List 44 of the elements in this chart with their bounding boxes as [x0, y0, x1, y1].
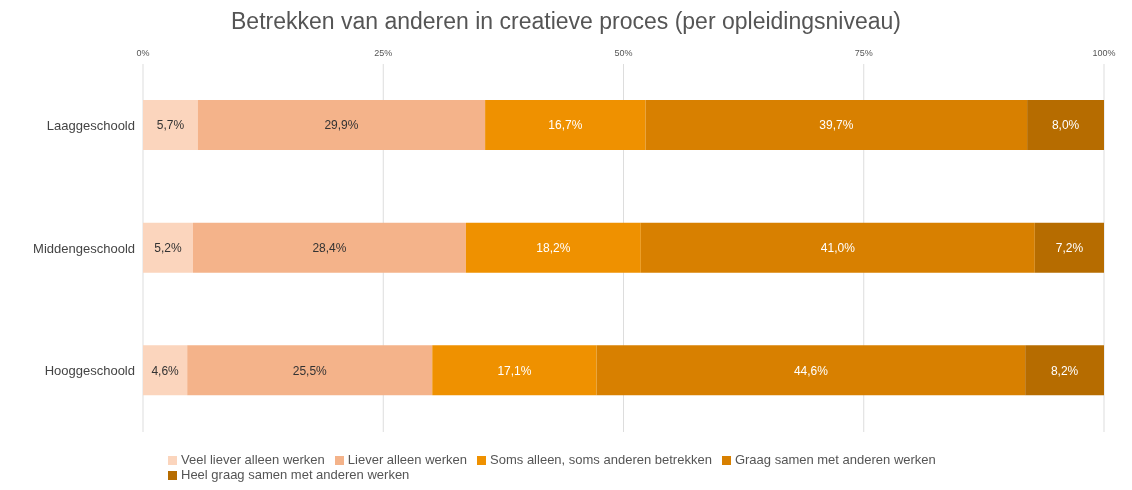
data-label: 7,2% — [1055, 240, 1084, 255]
x-tick-label: 0% — [136, 48, 150, 58]
data-label: 44,6% — [793, 363, 829, 378]
legend-label: Liever alleen werken — [347, 452, 468, 467]
data-label: 25,5% — [292, 363, 328, 378]
bar — [640, 222, 1035, 273]
bar — [192, 222, 466, 273]
data-label: 8,2% — [1050, 363, 1079, 378]
bar — [596, 345, 1026, 396]
data-label: 8,0% — [1051, 118, 1080, 133]
data-label: 5,7% — [156, 118, 185, 133]
legend-label: Graag samen met anderen werken — [734, 452, 936, 467]
bar — [187, 345, 433, 396]
data-label: 28,4% — [312, 240, 347, 255]
data-label: 5,2% — [154, 240, 182, 255]
bar — [1034, 222, 1104, 273]
bar — [432, 345, 597, 396]
bar — [485, 100, 646, 150]
x-tick-label: 100% — [1092, 48, 1116, 58]
legend-label: Soms alleen, soms anderen betrekken — [490, 452, 712, 467]
x-tick-label: 50% — [614, 48, 633, 58]
bar — [1025, 345, 1104, 396]
x-tick-label: 25% — [374, 48, 393, 58]
y-tick-label: Hooggeschoold — [44, 363, 135, 379]
data-label: 29,9% — [324, 118, 359, 133]
data-label: 16,7% — [548, 118, 583, 133]
chart-title: Betrekken van anderen in creatieve proces (per opleidingsniveau) — [230, 8, 902, 36]
data-label: 41,0% — [820, 240, 856, 255]
y-tick-label: Middengeschoold — [33, 240, 135, 256]
bar — [143, 100, 198, 150]
y-tick-label: Laaggeschoold — [46, 117, 135, 133]
data-label: 4,6% — [151, 363, 180, 378]
bar — [1027, 100, 1104, 150]
legend-label: Veel liever alleen werken — [181, 452, 325, 467]
bar — [143, 222, 193, 273]
data-label: 18,2% — [536, 240, 571, 255]
legend-label: Heel graag samen met anderen werken — [181, 467, 410, 482]
bar — [645, 100, 1028, 150]
data-label: 39,7% — [819, 118, 854, 133]
bar — [465, 222, 641, 273]
bar — [197, 100, 486, 150]
data-label: 17,1% — [497, 363, 532, 378]
bar — [143, 345, 188, 396]
x-tick-label: 75% — [854, 48, 873, 58]
